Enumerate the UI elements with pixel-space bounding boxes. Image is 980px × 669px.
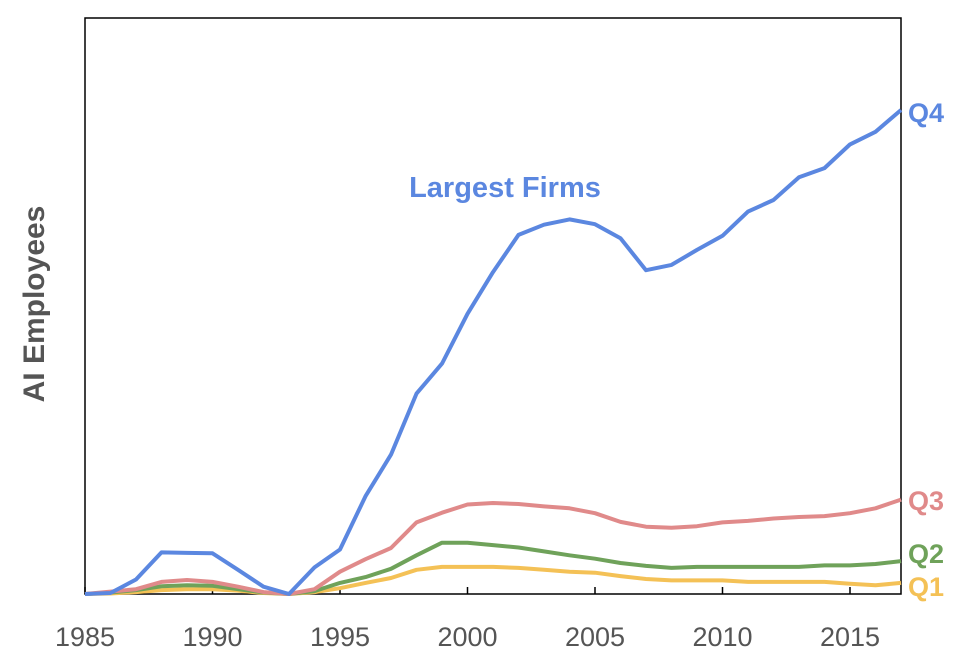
plot-area-frame: [84, 17, 902, 595]
largest-firms-annotation: Largest Firms: [409, 172, 601, 204]
x-tick-label: 1995: [310, 622, 370, 652]
series-lines: [84, 108, 903, 596]
y-axis-label: AI Employees: [18, 206, 51, 403]
x-tick-label: 1990: [182, 622, 242, 652]
series-label-q2: Q2: [908, 539, 944, 569]
x-tick-label: 2010: [692, 622, 752, 652]
x-axis-ticks: 1985 1990 1995 2000 2005 2010 2015: [55, 587, 880, 652]
series-line-q4: [84, 108, 903, 596]
x-tick-label: 2000: [437, 622, 497, 652]
x-tick-label: 2005: [565, 622, 625, 652]
series-label-q3: Q3: [908, 486, 944, 516]
series-label-q4: Q4: [908, 98, 944, 128]
x-tick-label: 2015: [820, 622, 880, 652]
x-tick-label: 1985: [55, 622, 115, 652]
series-line-q1: [84, 564, 902, 596]
series-line-q3: [84, 497, 902, 596]
series-line-q2: [84, 540, 902, 596]
series-label-q1: Q1: [908, 572, 944, 602]
